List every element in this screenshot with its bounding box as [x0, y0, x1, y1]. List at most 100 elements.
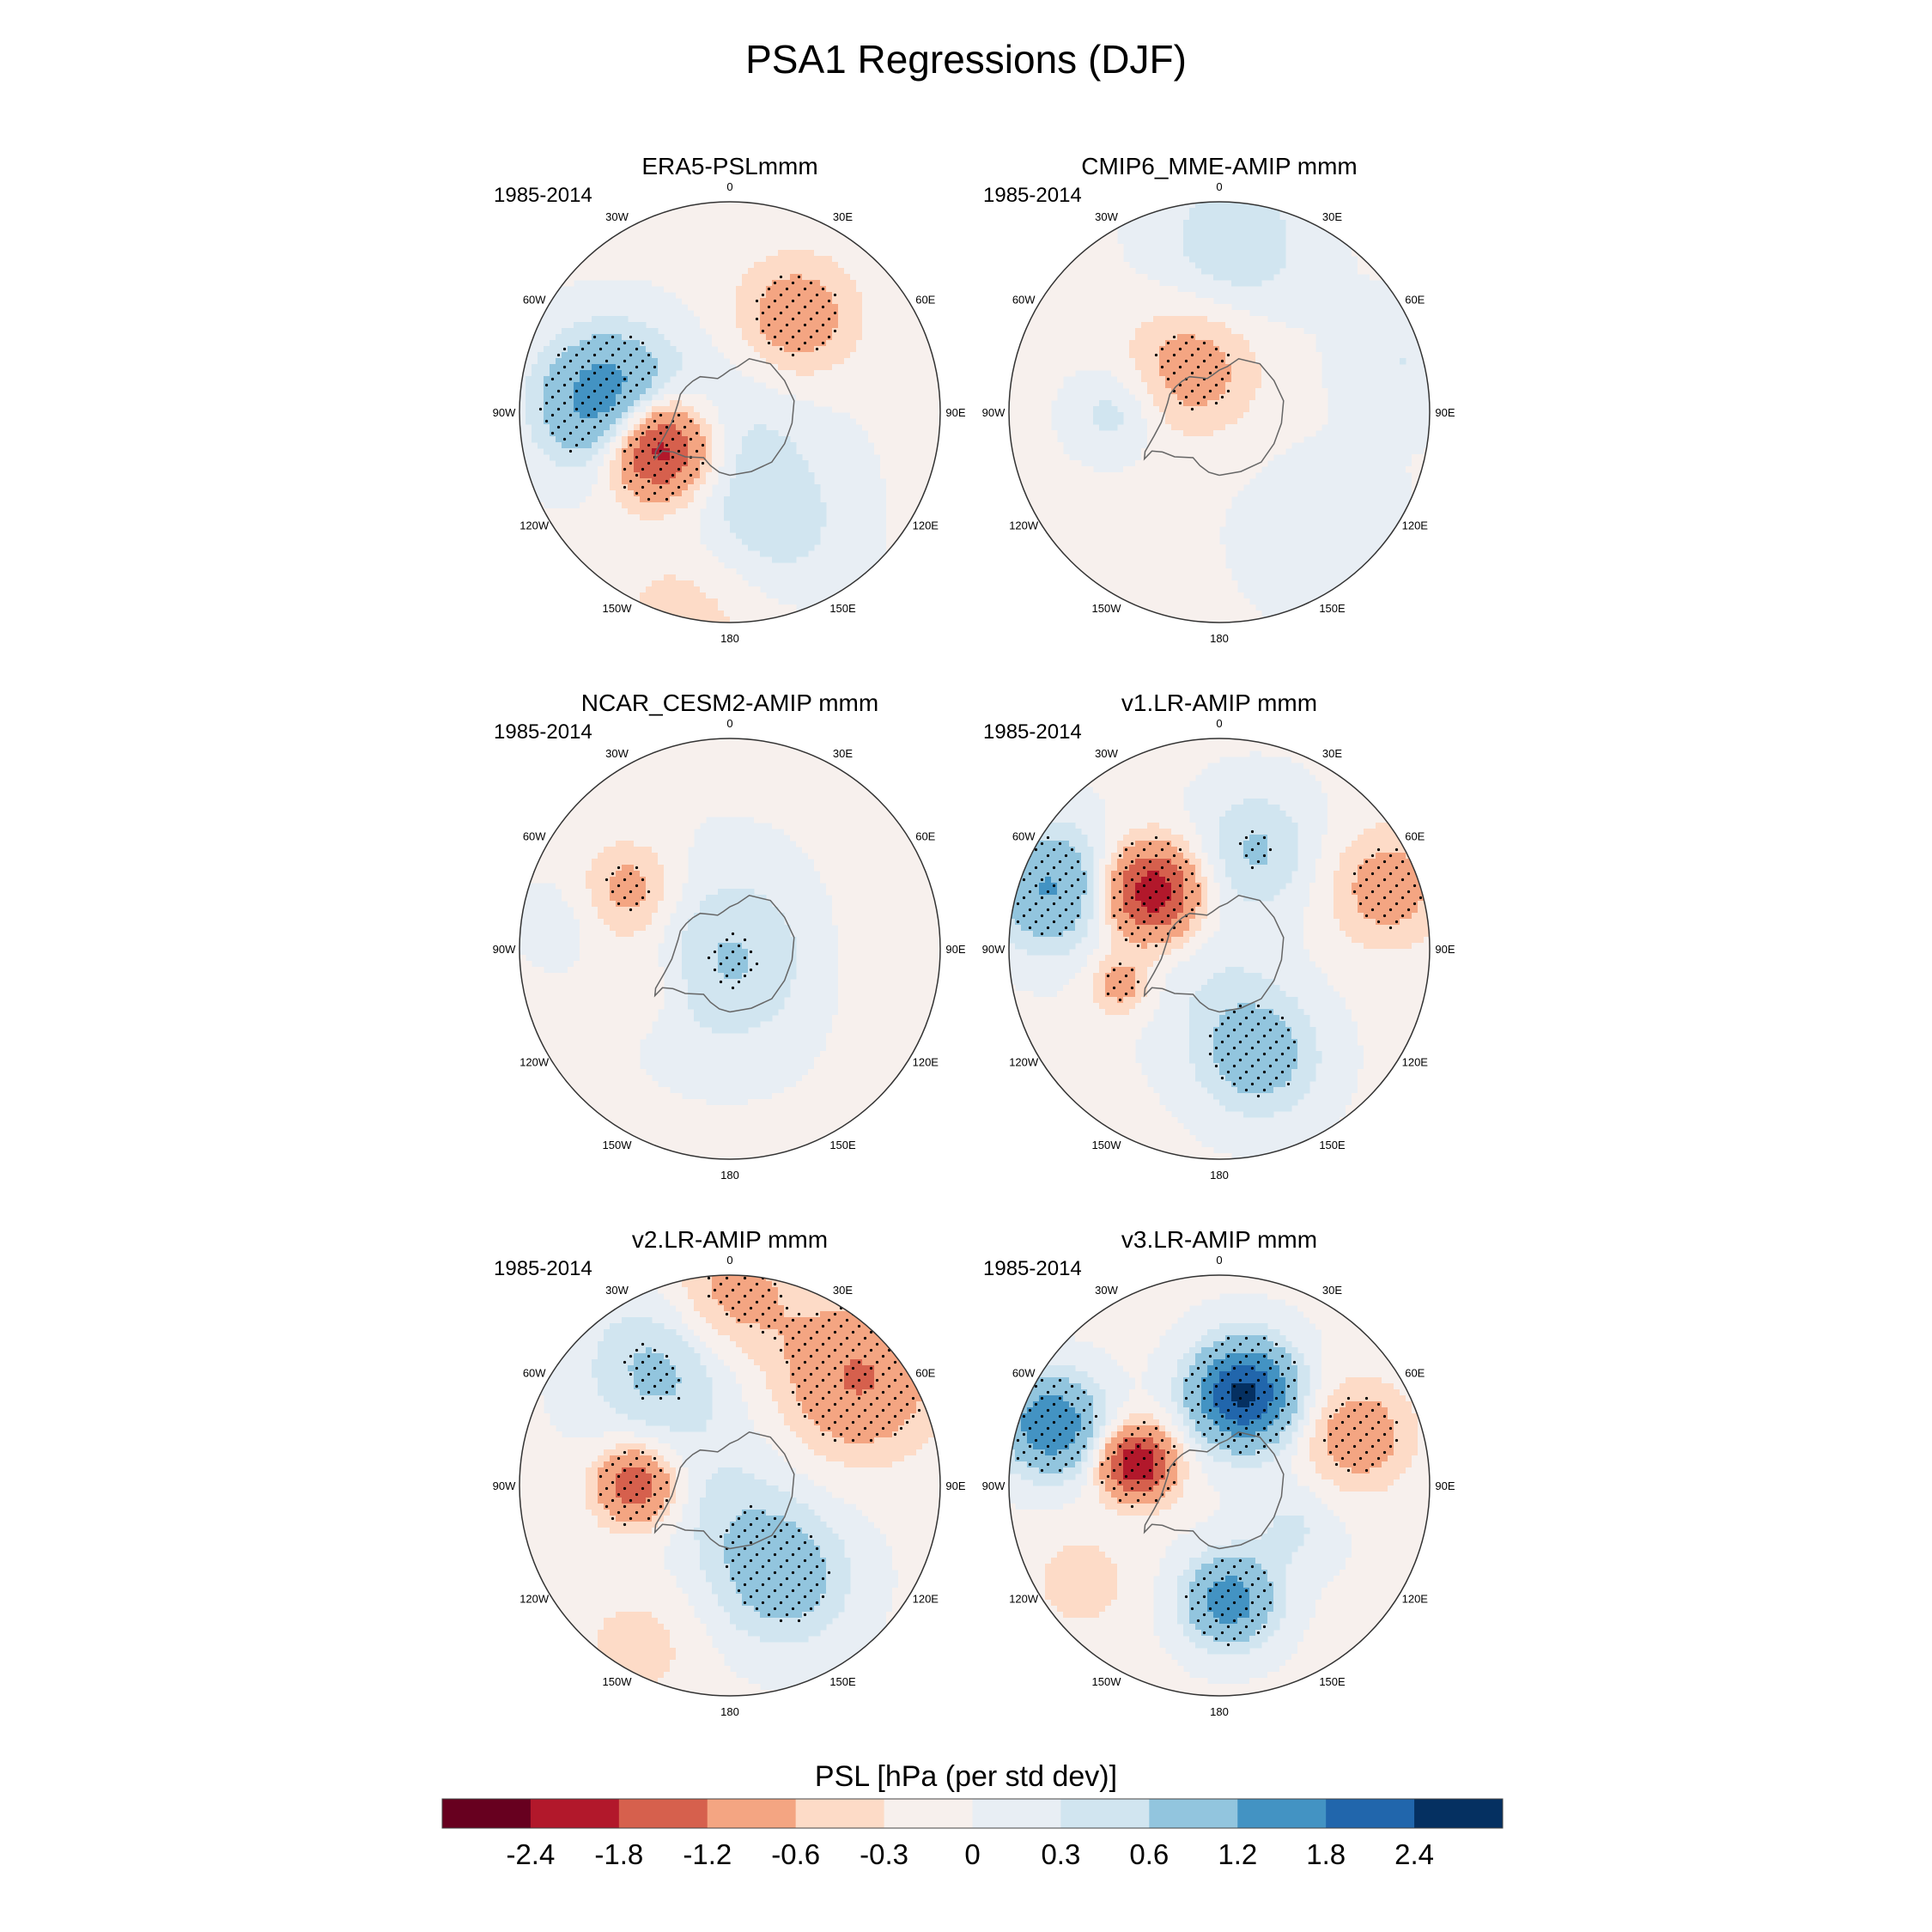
- field-cell: [640, 232, 647, 239]
- field-cell: [1165, 322, 1172, 329]
- field-cell: [598, 262, 605, 269]
- field-cell: [592, 316, 598, 323]
- field-cell: [694, 544, 701, 551]
- field-cell: [556, 442, 562, 449]
- field-cell: [880, 268, 887, 275]
- field-cell: [1225, 490, 1232, 497]
- field-cell: [898, 376, 905, 383]
- significance-dot: [797, 311, 801, 315]
- field-cell: [1171, 484, 1178, 491]
- field-cell: [736, 490, 743, 497]
- field-cell: [628, 448, 635, 455]
- field-cell: [1255, 220, 1262, 227]
- field-cell: [808, 226, 815, 233]
- field-cell: [574, 358, 580, 365]
- significance-dot: [544, 401, 549, 405]
- field-cell: [550, 418, 556, 425]
- field-cell: [1171, 358, 1178, 365]
- field-cell: [1183, 292, 1190, 299]
- field-cell: [754, 544, 761, 551]
- field-cell: [1063, 454, 1070, 461]
- field-cell: [754, 611, 761, 617]
- field-cell: [868, 352, 875, 359]
- field-cell: [1039, 400, 1046, 407]
- field-cell: [778, 502, 785, 509]
- field-cell: [1147, 310, 1154, 317]
- field-cell: [1039, 310, 1046, 317]
- field-cell: [682, 472, 689, 479]
- field-cell: [1201, 448, 1208, 455]
- field-cell: [652, 382, 659, 389]
- field-cell: [1081, 346, 1088, 353]
- field-cell: [526, 406, 532, 413]
- field-cell: [814, 496, 821, 503]
- field-cell: [880, 328, 887, 335]
- field-cell: [1069, 340, 1076, 347]
- field-cell: [1051, 430, 1058, 437]
- field-cell: [886, 388, 893, 395]
- field-cell: [1051, 442, 1058, 449]
- field-cell: [1201, 262, 1208, 269]
- significance-dot: [568, 359, 573, 363]
- field-cell: [1195, 262, 1202, 269]
- field-cell: [880, 466, 887, 473]
- field-cell: [868, 376, 875, 383]
- field-cell: [676, 514, 683, 521]
- field-cell: [928, 466, 935, 473]
- field-cell: [604, 388, 611, 395]
- field-cell: [790, 382, 797, 389]
- field-cell: [1021, 358, 1028, 365]
- field-cell: [742, 334, 749, 341]
- field-cell: [718, 574, 725, 581]
- field-cell: [574, 364, 580, 371]
- field-cell: [856, 286, 863, 293]
- field-cell: [1063, 358, 1070, 365]
- field-cell: [532, 412, 538, 419]
- field-cell: [1231, 346, 1238, 353]
- field-cell: [760, 244, 767, 251]
- field-cell: [1207, 298, 1214, 305]
- field-cell: [760, 454, 767, 461]
- field-cell: [1279, 334, 1286, 341]
- field-cell: [730, 340, 737, 347]
- field-cell: [736, 466, 743, 473]
- field-cell: [1147, 400, 1154, 407]
- field-cell: [1153, 346, 1160, 353]
- field-cell: [664, 262, 671, 269]
- significance-dot: [586, 395, 591, 399]
- field-cell: [772, 466, 779, 473]
- field-cell: [1159, 478, 1166, 485]
- field-cell: [1141, 472, 1148, 479]
- field-cell: [1087, 310, 1094, 317]
- field-cell: [736, 514, 743, 521]
- field-cell: [1189, 466, 1196, 473]
- field-cell: [748, 484, 755, 491]
- field-cell: [604, 370, 611, 377]
- field-cell: [598, 466, 605, 473]
- field-cell: [1183, 412, 1190, 419]
- field-cell: [778, 617, 785, 623]
- field-cell: [700, 238, 707, 245]
- field-cell: [898, 388, 905, 395]
- field-cell: [1045, 352, 1052, 359]
- field-cell: [1099, 472, 1106, 479]
- field-cell: [1279, 256, 1286, 263]
- field-cell: [1105, 490, 1112, 497]
- field-cell: [1237, 412, 1244, 419]
- field-cell: [742, 508, 749, 515]
- field-cell: [1123, 262, 1130, 269]
- field-cell: [814, 508, 821, 515]
- field-cell: [598, 496, 605, 503]
- field-cell: [862, 256, 869, 263]
- field-cell: [1081, 472, 1088, 479]
- field-cell: [790, 310, 797, 317]
- field-cell: [1213, 430, 1220, 437]
- field-cell: [706, 490, 713, 497]
- field-cell: [922, 418, 929, 425]
- field-cell: [682, 208, 689, 215]
- field-cell: [1195, 430, 1202, 437]
- field-cell: [1297, 334, 1304, 341]
- field-cell: [838, 274, 845, 281]
- field-cell: [1075, 310, 1082, 317]
